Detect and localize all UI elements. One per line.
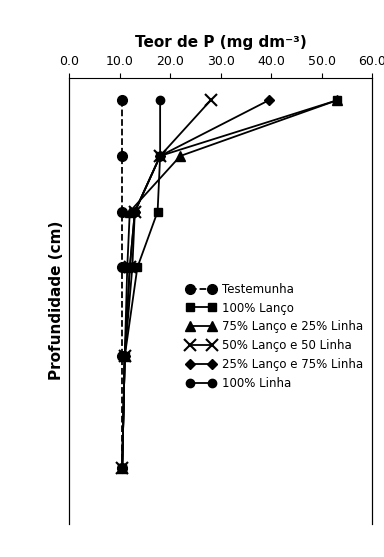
Testemunha [120, 264, 124, 271]
50% Lanço e 50 Linha [127, 264, 132, 271]
Line: Testemunha: Testemunha [118, 95, 127, 473]
100% Linha [158, 97, 162, 104]
100% Linha [122, 353, 127, 360]
Legend: Testemunha, 100% Lanço, 75% Lanço e 25% Linha, 50% Lanço e 50 Linha, 25% Lanço e: Testemunha, 100% Lanço, 75% Lanço e 25% … [183, 279, 367, 394]
50% Lanço e 50 Linha [122, 353, 127, 360]
100% Lanço [135, 264, 140, 271]
75% Lanço e 25% Linha [178, 153, 183, 159]
25% Lanço e 75% Linha [158, 153, 162, 159]
Line: 50% Lanço e 50 Linha: 50% Lanço e 50 Linha [117, 95, 216, 473]
25% Lanço e 75% Linha [120, 465, 124, 471]
X-axis label: Teor de P (mg dm⁻³): Teor de P (mg dm⁻³) [135, 35, 307, 50]
Line: 100% Linha: 100% Linha [118, 96, 164, 472]
Line: 100% Lanço: 100% Lanço [118, 96, 341, 472]
75% Lanço e 25% Linha [125, 264, 129, 271]
25% Lanço e 75% Linha [266, 97, 271, 104]
100% Lanço [158, 153, 162, 159]
100% Linha [158, 153, 162, 159]
Testemunha [120, 208, 124, 215]
100% Linha [132, 208, 137, 215]
100% Linha [120, 465, 124, 471]
50% Lanço e 50 Linha [132, 208, 137, 215]
25% Lanço e 75% Linha [122, 353, 127, 360]
Y-axis label: Profundidade (cm): Profundidade (cm) [48, 221, 64, 380]
75% Lanço e 25% Linha [122, 353, 127, 360]
50% Lanço e 50 Linha [209, 97, 213, 104]
Line: 75% Lanço e 25% Linha: 75% Lanço e 25% Linha [118, 95, 342, 473]
100% Lanço [155, 208, 160, 215]
Testemunha [120, 97, 124, 104]
Testemunha [120, 465, 124, 471]
25% Lanço e 75% Linha [132, 208, 137, 215]
75% Lanço e 25% Linha [335, 97, 339, 104]
25% Lanço e 75% Linha [130, 264, 135, 271]
50% Lanço e 50 Linha [120, 465, 124, 471]
75% Lanço e 25% Linha [127, 208, 132, 215]
Testemunha [120, 153, 124, 159]
100% Linha [127, 264, 132, 271]
100% Lanço [122, 353, 127, 360]
100% Lanço [335, 97, 339, 104]
75% Lanço e 25% Linha [120, 465, 124, 471]
50% Lanço e 50 Linha [158, 153, 162, 159]
100% Lanço [120, 465, 124, 471]
Line: 25% Lanço e 75% Linha: 25% Lanço e 75% Linha [119, 97, 272, 471]
Testemunha [120, 353, 124, 360]
